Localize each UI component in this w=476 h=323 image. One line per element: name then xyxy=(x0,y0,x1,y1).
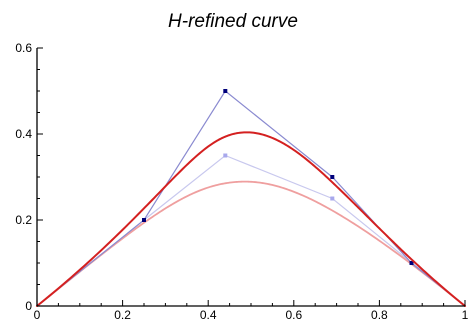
plot-series xyxy=(36,89,466,307)
y-tick-label: 0.6 xyxy=(15,41,32,55)
refined-control-point xyxy=(330,175,335,179)
refined-control-polygon xyxy=(36,90,466,307)
y-tick-label: 0.4 xyxy=(15,127,32,141)
y-tick-label: 0.2 xyxy=(15,213,32,227)
y-tick-label: 0 xyxy=(25,299,32,313)
original-curve xyxy=(36,180,466,307)
refined-control-point xyxy=(142,218,146,222)
x-tick-label: 0.2 xyxy=(114,308,131,322)
original-control-point xyxy=(330,196,335,201)
x-tick-label: 0.6 xyxy=(285,308,302,322)
x-tick-label: 0.8 xyxy=(371,308,388,322)
original-control-point xyxy=(223,153,228,158)
x-tick-label: 0 xyxy=(34,308,41,322)
original-control-polygon xyxy=(36,154,466,307)
x-tick-label: 1 xyxy=(462,308,469,322)
axes: 0 0.2 0.4 0.6 0.8 1 0 0.2 0.4 0.6 xyxy=(15,41,468,322)
refined-curve xyxy=(36,131,466,307)
chart-title: H-refined curve xyxy=(168,11,298,32)
refined-control-point xyxy=(223,89,228,93)
refined-control-point xyxy=(409,261,414,265)
x-tick-label: 0.4 xyxy=(200,308,217,322)
